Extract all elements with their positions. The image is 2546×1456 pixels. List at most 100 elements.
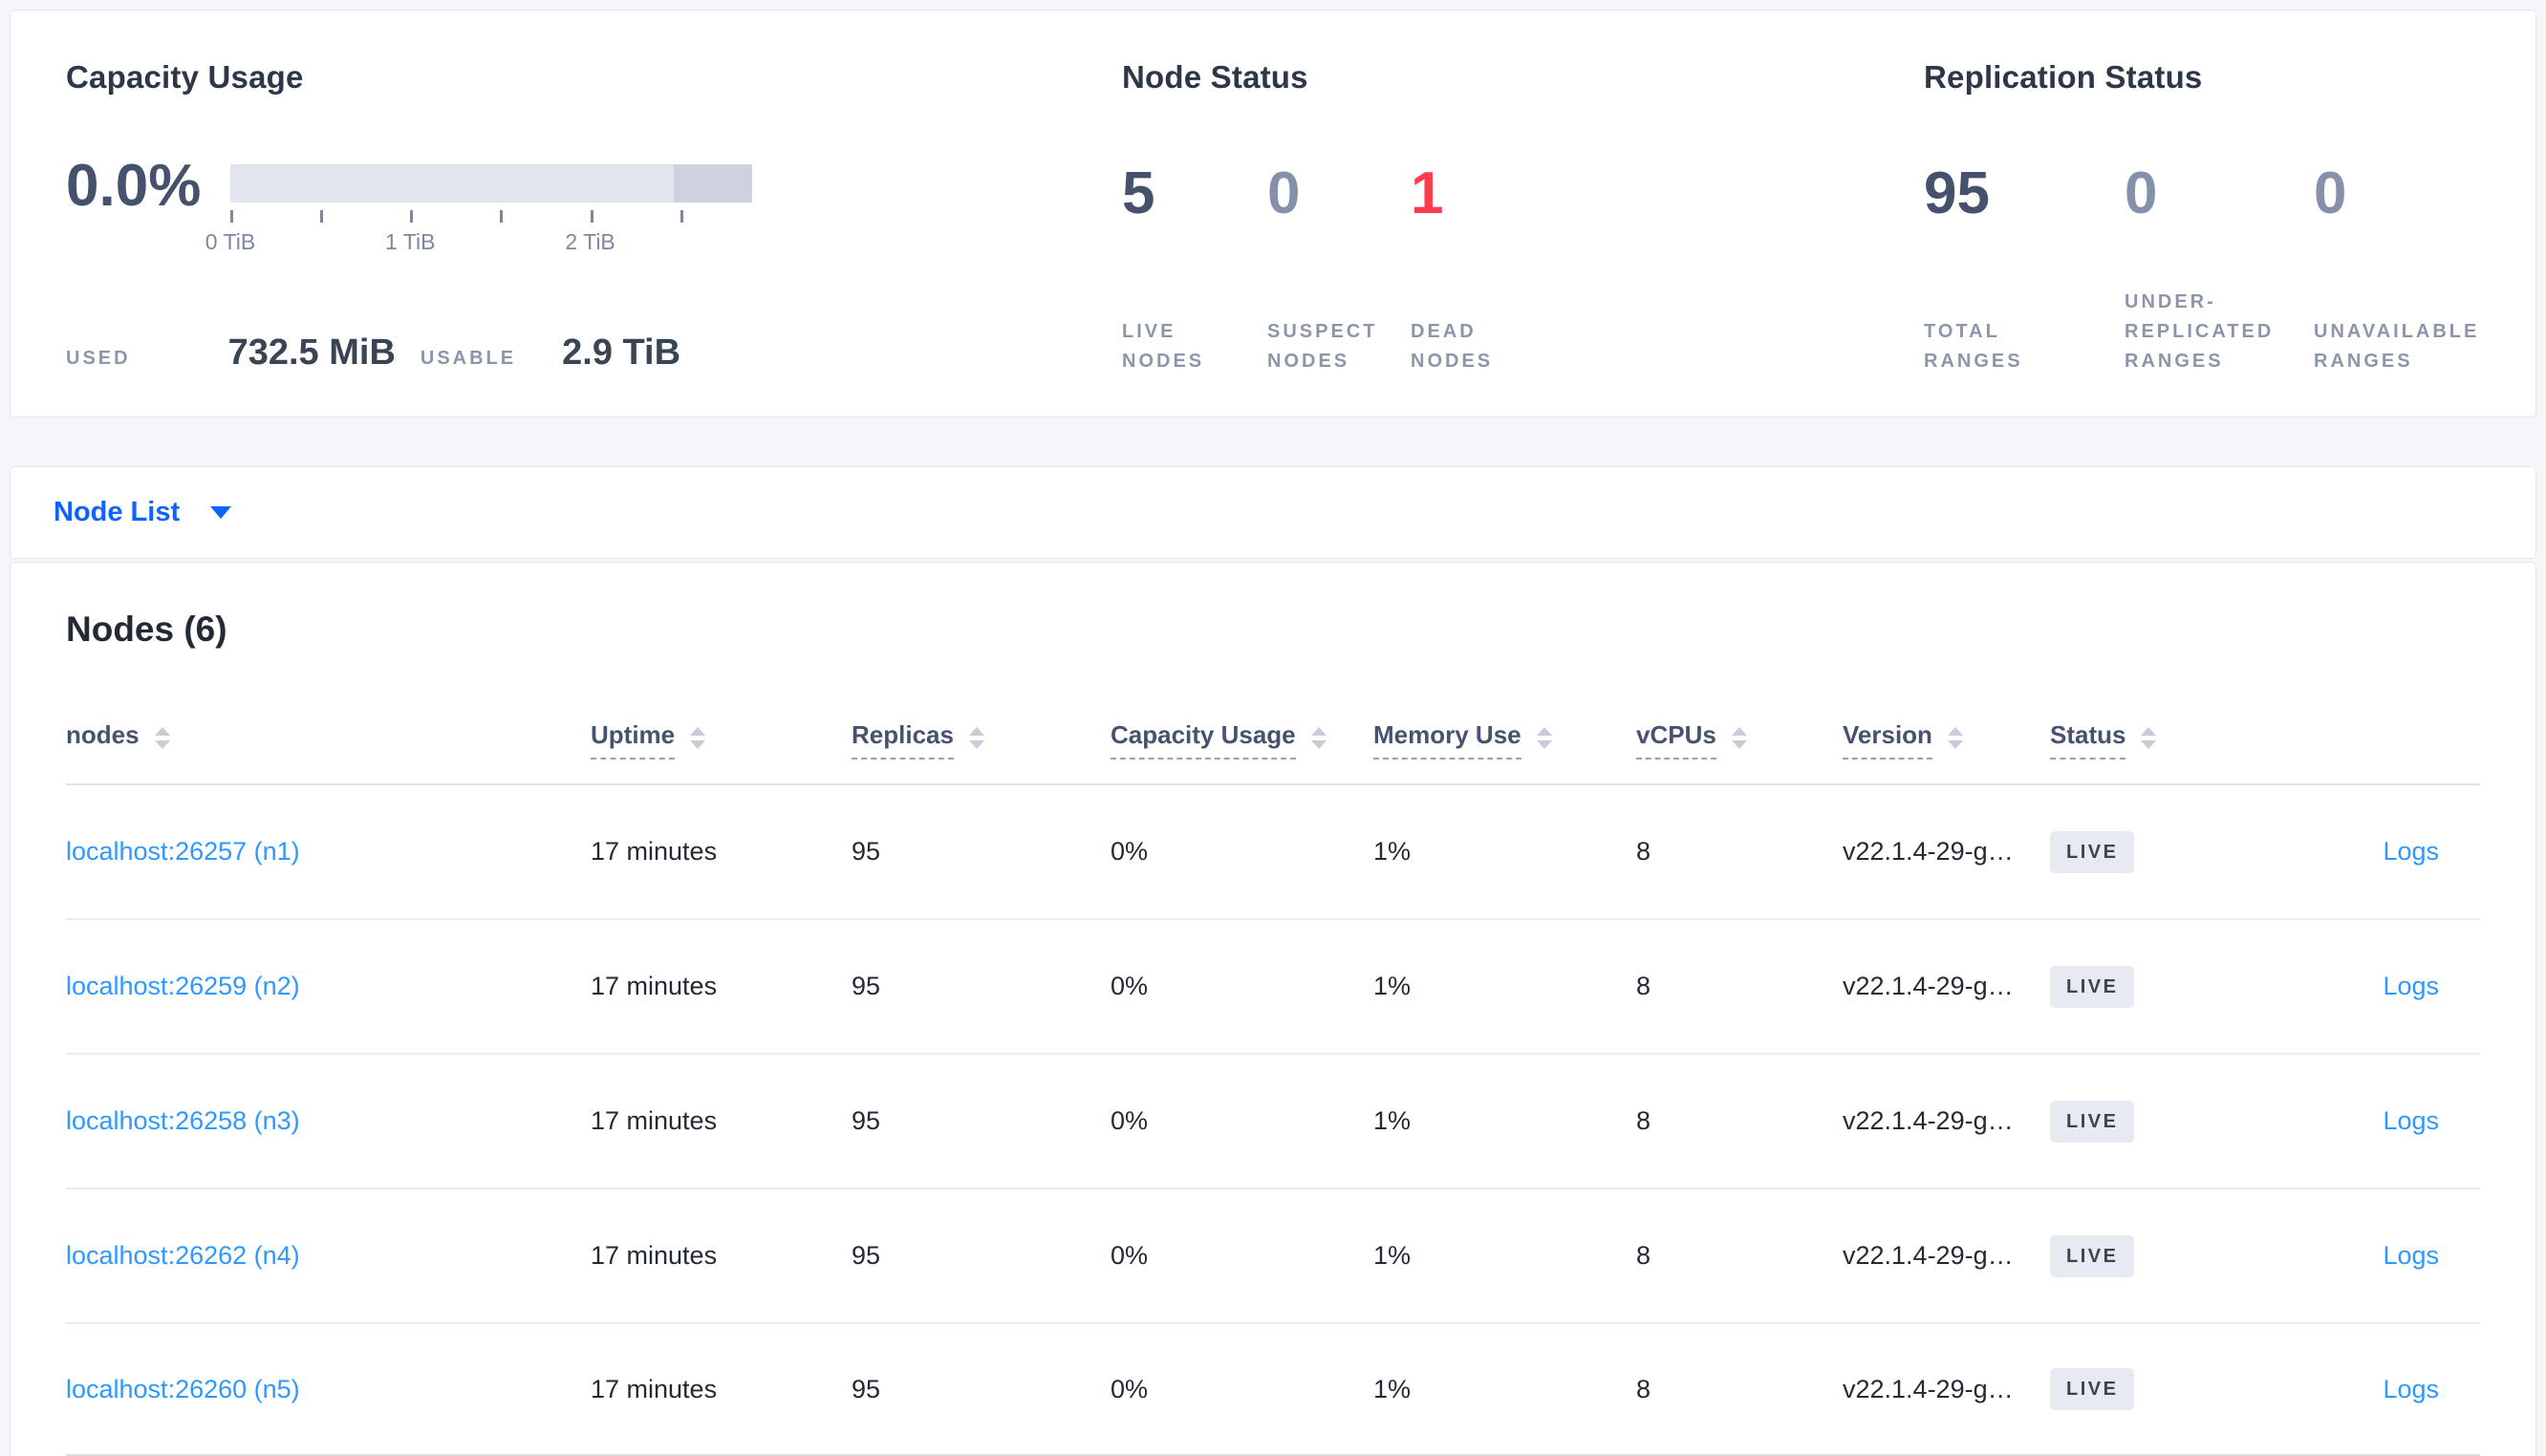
logs-cell: Logs [2295, 919, 2480, 1055]
uptime-cell: 17 minutes [591, 784, 852, 920]
node-row: localhost:26258 (n3) 17 minutes 95 0% 1%… [66, 1054, 2480, 1189]
logs-cell: Logs [2295, 1188, 2480, 1324]
total-ranges-label: TOTAL RANGES [1924, 321, 2023, 372]
status-cell: LIVE [2050, 919, 2295, 1055]
memory-cell: 1% [1373, 919, 1636, 1055]
node-address-cell: localhost:26262 (n4) [66, 1188, 591, 1324]
total-ranges-stat: 95 TOTAL RANGES [1924, 164, 2125, 376]
version-cell: v22.1.4-29-g… [1843, 1188, 2050, 1324]
capacity-usage-section: Capacity Usage 0.0% [66, 56, 1122, 417]
capacity-usage-title: Capacity Usage [66, 59, 304, 95]
capacity-summary-row: USED 732.5 MiB USABLE 2.9 TiB [66, 332, 1122, 374]
capacity-gauge: 0.0% 0 TiB [66, 157, 1122, 258]
used-value: 732.5 MiB [227, 332, 396, 373]
status-badge: LIVE [2050, 1234, 2135, 1277]
uptime-cell: 17 minutes [591, 1054, 852, 1189]
status-cell: LIVE [2050, 1188, 2295, 1324]
node-link[interactable]: localhost:26258 (n3) [66, 1106, 300, 1135]
column-header-status[interactable]: Status [2050, 651, 2295, 785]
node-link[interactable]: localhost:26262 (n4) [66, 1241, 300, 1270]
usable-label: USABLE [420, 348, 517, 369]
live-nodes-value: 5 [1122, 161, 1155, 226]
column-header-capacity-usage[interactable]: Capacity Usage [1111, 651, 1373, 785]
capacity-cell: 0% [1111, 1054, 1373, 1189]
sort-icon [2141, 727, 2157, 749]
node-link[interactable]: localhost:26259 (n2) [66, 972, 300, 1000]
axis-tick [680, 210, 683, 223]
logs-link[interactable]: Logs [2383, 972, 2439, 1000]
status-cell: LIVE [2050, 1323, 2295, 1456]
sort-icon [1947, 727, 1963, 749]
unavailable-ranges-stat: 0 UNAVAILABLE RANGES [2314, 164, 2535, 376]
capacity-bar-chart: 0 TiB 1 TiB 2 TiB [205, 164, 752, 258]
axis-tick [320, 210, 324, 223]
memory-cell: 1% [1373, 1188, 1636, 1324]
node-row: localhost:26257 (n1) 17 minutes 95 0% 1%… [66, 784, 2480, 920]
node-status-title: Node Status [1122, 59, 1308, 95]
capacity-cell: 0% [1111, 784, 1373, 920]
total-ranges-value: 95 [1924, 161, 1990, 226]
logs-link[interactable]: Logs [2383, 1241, 2439, 1270]
status-badge: LIVE [2050, 1368, 2135, 1410]
axis-tick [410, 210, 414, 223]
version-cell: v22.1.4-29-g… [1843, 1054, 2050, 1189]
replicas-cell: 95 [852, 919, 1111, 1055]
uptime-cell: 17 minutes [591, 1188, 852, 1324]
memory-cell: 1% [1373, 784, 1636, 920]
unavailable-ranges-label: UNAVAILABLE RANGES [2314, 321, 2480, 372]
node-status-section: Node Status 5 LIVE NODES 0 SUSPECT NODES… [1122, 56, 1924, 417]
node-row: localhost:26260 (n5) 17 minutes 95 0% 1%… [66, 1323, 2480, 1456]
capacity-cell: 0% [1111, 1323, 1373, 1456]
column-header-uptime[interactable]: Uptime [591, 651, 852, 785]
axis-tick [230, 210, 233, 223]
used-label: USED [66, 348, 131, 369]
vcpus-cell: 8 [1636, 1188, 1843, 1324]
axis-label: 1 TiB [385, 229, 436, 254]
axis-tick [590, 210, 593, 223]
logs-cell: Logs [2295, 784, 2480, 920]
live-nodes-label: LIVE NODES [1122, 321, 1205, 372]
version-cell: v22.1.4-29-g… [1843, 784, 2050, 920]
node-list-dropdown[interactable]: Node List [54, 497, 232, 528]
cluster-overview-page: Capacity Usage 0.0% [0, 10, 2546, 1456]
vcpus-cell: 8 [1636, 784, 1843, 920]
node-link[interactable]: localhost:26257 (n1) [66, 837, 300, 866]
table-header-row: nodes Uptime Replicas Capacity Usage Mem… [66, 651, 2480, 785]
axis-label: 2 TiB [565, 229, 615, 254]
column-header-version[interactable]: Version [1843, 651, 2050, 785]
under-replicated-ranges-value: 0 [2125, 161, 2158, 226]
capacity-cell: 0% [1111, 919, 1373, 1055]
suspect-nodes-stat: 0 SUSPECT NODES [1267, 164, 1411, 376]
logs-link[interactable]: Logs [2383, 1106, 2439, 1135]
logs-link[interactable]: Logs [2383, 837, 2439, 866]
uptime-cell: 17 minutes [591, 919, 852, 1055]
column-header-replicas[interactable]: Replicas [852, 651, 1111, 785]
uptime-cell: 17 minutes [591, 1323, 852, 1456]
capacity-bar-other-segment [674, 164, 752, 203]
axis-label: 0 TiB [205, 229, 256, 254]
replicas-cell: 95 [852, 1054, 1111, 1189]
under-replicated-ranges-label: UNDER-REPLICATED RANGES [2125, 291, 2275, 372]
nodes-heading: Nodes (6) [66, 610, 227, 649]
sort-icon [690, 727, 706, 749]
column-header-vcpus[interactable]: vCPUs [1636, 651, 1843, 785]
suspect-nodes-value: 0 [1267, 161, 1301, 226]
status-badge: LIVE [2050, 1100, 2135, 1143]
capacity-axis-labels: 0 TiB 1 TiB 2 TiB [205, 229, 752, 258]
status-cell: LIVE [2050, 1054, 2295, 1189]
capacity-axis-ticks [230, 210, 752, 224]
node-link[interactable]: localhost:26260 (n5) [66, 1374, 300, 1403]
replicas-cell: 95 [852, 784, 1111, 920]
logs-link[interactable]: Logs [2383, 1374, 2439, 1403]
version-cell: v22.1.4-29-g… [1843, 1323, 2050, 1456]
replicas-cell: 95 [852, 1188, 1111, 1324]
column-header-nodes[interactable]: nodes [66, 651, 591, 785]
axis-tick [500, 210, 504, 223]
sort-icon [1731, 727, 1747, 749]
status-badge: LIVE [2050, 965, 2135, 1008]
node-address-cell: localhost:26260 (n5) [66, 1323, 591, 1456]
suspect-nodes-label: SUSPECT NODES [1267, 321, 1378, 372]
column-header-memory-use[interactable]: Memory Use [1373, 651, 1636, 785]
node-list-dropdown-label: Node List [54, 497, 181, 527]
sort-icon [1536, 727, 1552, 749]
